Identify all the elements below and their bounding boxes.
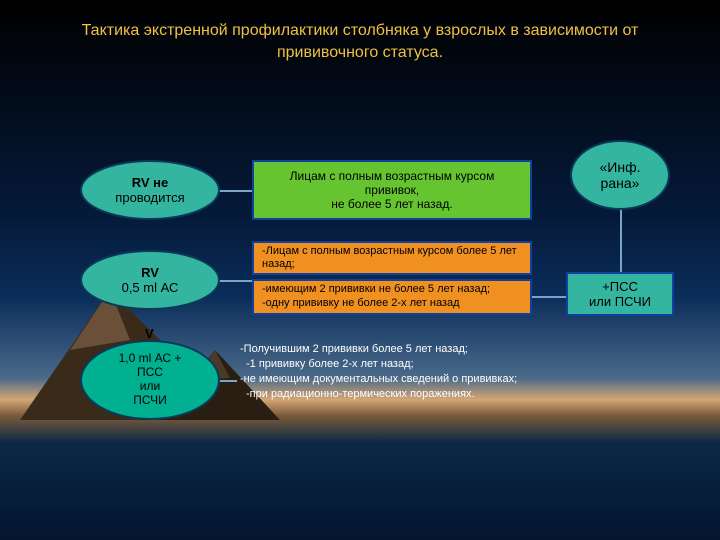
node-v-10: 1,0 ml АС + ПСС или ПСЧИ — [80, 340, 220, 420]
box-orange-2-text2: -одну прививку не более 2-х лет назад — [262, 297, 460, 311]
box-green-text1: Лицам с полным возрастным курсом прививо… — [262, 169, 522, 197]
node-rv-05: RV 0,5 ml АС — [80, 250, 220, 310]
slide: Тактика экстренной профилактики столбняк… — [0, 0, 720, 540]
box-orange-2-text1: -имеющим 2 прививки не более 5 лет назад… — [262, 283, 490, 297]
node-inf-rana: «Инф. рана» — [570, 140, 670, 210]
node-v-10-label: V — [145, 326, 154, 341]
box-white-text1: -Получившим 2 прививки более 5 лет назад… — [240, 342, 468, 357]
box-orange-1: -Лицам с полным возрастным курсом более … — [252, 241, 532, 275]
node-rv-05-line2: 0,5 ml АС — [122, 280, 179, 295]
box-green-text2: не более 5 лет назад. — [331, 197, 452, 211]
node-v-10-line4: ПСЧИ — [133, 394, 167, 408]
connector-1 — [219, 190, 252, 192]
node-v-10-line3: или — [140, 380, 160, 394]
box-white-text4: -при радиационно-термических поражениях. — [240, 387, 475, 402]
box-white-text2: -1 прививку более 2-х лет назад; — [240, 357, 414, 372]
box-orange-2: -имеющим 2 прививки не более 5 лет назад… — [252, 279, 532, 315]
box-pss-text2: или ПСЧИ — [589, 294, 651, 309]
node-rv-none: RV не проводится — [80, 160, 220, 220]
connector-4 — [532, 296, 566, 298]
connector-2 — [219, 280, 252, 282]
box-green: Лицам с полным возрастным курсом прививо… — [252, 160, 532, 220]
box-white: -Получившим 2 прививки более 5 лет назад… — [232, 338, 552, 418]
box-orange-1-text: -Лицам с полным возрастным курсом более … — [262, 245, 522, 271]
node-rv-05-line1: RV — [141, 265, 159, 280]
slide-title: Тактика экстренной профилактики столбняк… — [60, 20, 660, 65]
node-rv-none-line1: RV не — [132, 175, 169, 190]
box-pss-text1: +ПСС — [602, 279, 638, 294]
node-inf-rana-line1: «Инф. — [600, 159, 641, 175]
node-rv-none-line2: проводится — [115, 190, 184, 205]
connector-5 — [620, 210, 622, 272]
box-white-text3: -не имеющим документальных сведений о пр… — [240, 372, 517, 387]
node-v-10-line1: 1,0 ml АС + — [119, 352, 182, 366]
node-v-10-line2: ПСС — [137, 366, 163, 380]
box-pss: +ПСС или ПСЧИ — [566, 272, 674, 316]
node-inf-rana-line2: рана» — [601, 175, 640, 191]
